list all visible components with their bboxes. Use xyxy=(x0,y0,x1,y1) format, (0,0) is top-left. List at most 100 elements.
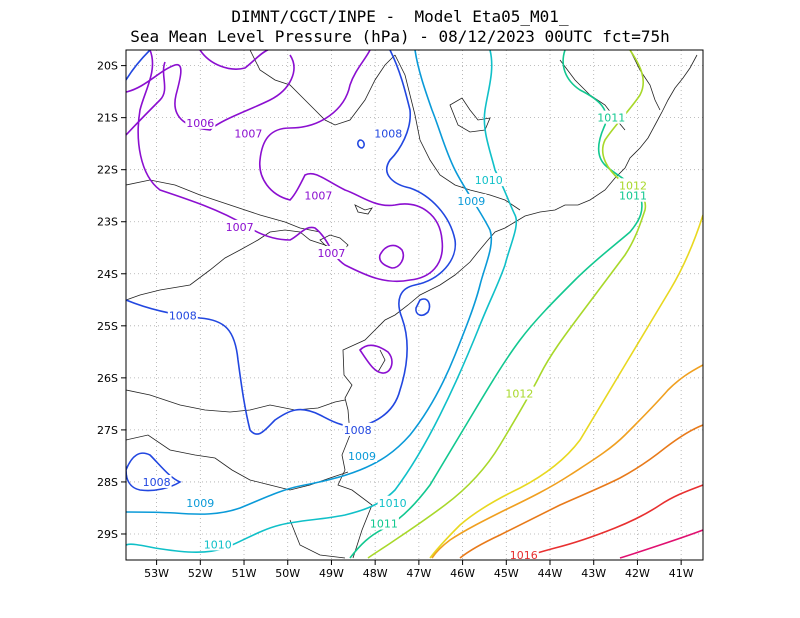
lon-tick-label: 43W xyxy=(581,567,606,580)
lagoa-dos-patos xyxy=(289,519,346,559)
furnas-lake xyxy=(449,97,491,133)
isobar-1007-a xyxy=(126,50,444,283)
lat-tick-label: 21S xyxy=(97,112,118,125)
isobars xyxy=(126,50,703,559)
axis-ticks: 53W 52W 51W 50W 49W 48W 47W 46W 45W 44W 43W 42W 41W 2… xyxy=(97,60,694,580)
lon-tick-label: 42W xyxy=(625,567,650,580)
isobar-label-1008: 1008 xyxy=(344,424,372,437)
state-border-ms-pr xyxy=(126,179,321,233)
isobar-label-1006: 1006 xyxy=(186,117,214,130)
lat-tick-label: 25S xyxy=(97,320,118,333)
isobar-label-1016: 1016 xyxy=(510,549,538,562)
isobar-label-bg xyxy=(377,495,408,509)
coastline-and-borders xyxy=(126,50,698,559)
isobar-label-bg xyxy=(303,188,334,202)
lon-tick-label: 48W xyxy=(363,567,388,580)
isobar-label-bg xyxy=(202,537,233,551)
isobar-1011 xyxy=(349,50,643,559)
state-border-sp-mg xyxy=(249,50,396,126)
isobar-label-1010: 1010 xyxy=(379,497,407,510)
isobar-label-1009: 1009 xyxy=(186,497,214,510)
lat-tick-label: 20S xyxy=(97,60,118,73)
isobar-label-1008: 1008 xyxy=(169,309,197,322)
isobar-label-bg xyxy=(618,178,649,192)
isobar-label-1007: 1007 xyxy=(226,221,254,234)
state-border-mg-sp-east xyxy=(394,54,521,211)
isobar-1008-e xyxy=(357,139,365,149)
paranagua-bay xyxy=(377,349,386,373)
isobar-label-1011: 1011 xyxy=(370,518,398,531)
isobar-label-bg xyxy=(233,126,264,140)
isobar-label-bg xyxy=(618,188,649,202)
isobar-1007-b xyxy=(378,244,405,269)
plot-frame xyxy=(125,49,704,561)
isobar-label-1011: 1011 xyxy=(619,190,647,203)
isobar-labels: 1006 1007 1007 1007 1007 1008 1008 1008 1008 1009… xyxy=(141,110,649,562)
isobar-label-bg xyxy=(316,245,347,259)
isobar-label-1012: 1012 xyxy=(619,179,647,192)
lat-tick-label: 28S xyxy=(97,476,118,489)
lon-tick-label: 53W xyxy=(144,567,169,580)
isobar-1012 xyxy=(367,50,647,559)
state-border-sc-rs xyxy=(126,389,346,413)
isobar-label-bg xyxy=(504,386,535,400)
isobar-label-1010: 1010 xyxy=(204,538,232,551)
isobar-label-1008: 1008 xyxy=(374,127,402,140)
isobar-label-bg xyxy=(224,219,255,233)
atlantic-coastline xyxy=(337,54,698,559)
isobar-1017 xyxy=(619,529,703,559)
isobar-label-1011: 1011 xyxy=(597,112,625,125)
isobar-1008-a xyxy=(126,50,151,81)
isobar-1008-b xyxy=(126,50,457,435)
isobar-1016 xyxy=(521,484,703,559)
isobar-1008-c xyxy=(415,298,431,317)
lon-tick-label: 44W xyxy=(538,567,563,580)
title-line-1: DIMNT/CGCT/INPE - Model Eta05_M01_ xyxy=(231,7,569,26)
lat-tick-label: 27S xyxy=(97,424,118,437)
lon-tick-label: 45W xyxy=(494,567,519,580)
isobar-label-1009: 1009 xyxy=(457,195,485,208)
isobar-label-bg xyxy=(347,448,378,462)
isobar-label-bg xyxy=(342,422,373,436)
isobar-1015 xyxy=(459,424,703,559)
state-border-es xyxy=(629,50,661,111)
title-line-2: Sea Mean Level Pressure (hPa) - 08/12/20… xyxy=(130,27,670,46)
state-border-pr-sc xyxy=(126,229,336,301)
isobar-label-1007: 1007 xyxy=(234,127,262,140)
lat-tick-label: 23S xyxy=(97,216,118,229)
isobar-1014 xyxy=(431,364,703,559)
lat-tick-label: 26S xyxy=(97,372,118,385)
isobar-label-bg xyxy=(141,474,172,488)
isobar-label-1007: 1007 xyxy=(317,247,345,260)
isobar-1009 xyxy=(126,50,493,515)
lon-tick-label: 51W xyxy=(232,567,257,580)
isobar-label-1009: 1009 xyxy=(348,450,376,463)
isobar-1013 xyxy=(429,214,703,559)
lat-tick-label: 24S xyxy=(97,268,118,281)
lon-tick-label: 47W xyxy=(406,567,431,580)
isobar-label-1007: 1007 xyxy=(304,190,332,203)
map-layers: 1006 1007 1007 1007 1007 1008 1008 1008 1008 1009… xyxy=(126,50,703,562)
lon-tick-label: 41W xyxy=(669,567,694,580)
lat-tick-label: 22S xyxy=(97,164,118,177)
isobar-label-bg xyxy=(596,110,627,124)
lon-tick-label: 49W xyxy=(319,567,344,580)
small-lake xyxy=(354,204,373,215)
isobar-1007-c xyxy=(358,344,393,374)
isobar-label-bg xyxy=(508,547,539,560)
isobar-label-bg xyxy=(368,516,399,530)
isobar-label-bg xyxy=(456,193,487,207)
isobar-label-bg xyxy=(185,495,216,509)
lon-tick-label: 50W xyxy=(275,567,300,580)
lat-tick-label: 29S xyxy=(97,528,118,541)
isobar-label-bg xyxy=(167,308,198,322)
isobar-label-1010: 1010 xyxy=(475,174,503,187)
lon-tick-label: 46W xyxy=(450,567,475,580)
isobar-label-1012: 1012 xyxy=(505,387,533,400)
isobar-label-bg xyxy=(373,126,404,140)
isobar-1008-d xyxy=(126,452,182,492)
lon-tick-label: 52W xyxy=(188,567,213,580)
isobar-label-bg xyxy=(473,173,504,187)
isobar-label-bg xyxy=(185,115,216,129)
